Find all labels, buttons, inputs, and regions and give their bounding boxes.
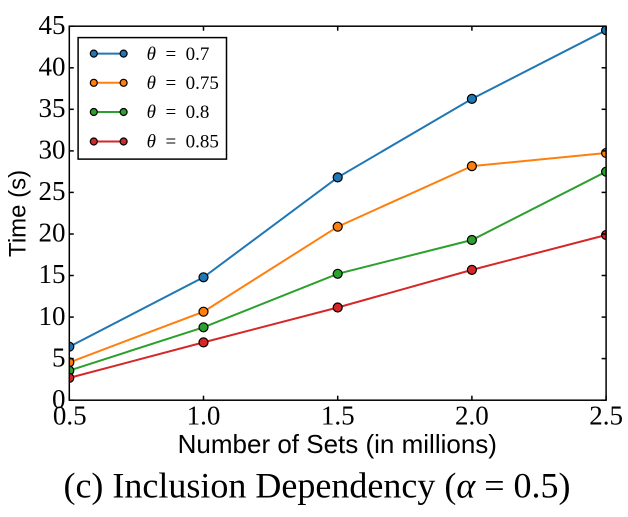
svg-text:θ = 0.7: θ = 0.7 — [147, 44, 210, 65]
svg-text:40: 40 — [39, 52, 66, 82]
svg-text:Time (s): Time (s) — [5, 170, 32, 257]
svg-text:45: 45 — [39, 10, 66, 40]
svg-text:15: 15 — [39, 259, 66, 289]
svg-text:1.0: 1.0 — [187, 401, 221, 431]
svg-text:θ = 0.75: θ = 0.75 — [147, 73, 219, 94]
svg-text:θ = 0.8: θ = 0.8 — [147, 102, 210, 123]
svg-text:35: 35 — [39, 93, 66, 123]
svg-text:20: 20 — [39, 218, 66, 248]
svg-text:0.5: 0.5 — [53, 401, 87, 431]
svg-text:30: 30 — [39, 135, 66, 165]
svg-text:(c) Inclusion Dependency (α =: (c) Inclusion Dependency (α = 0.5) — [63, 466, 570, 506]
svg-text:5: 5 — [52, 342, 66, 372]
svg-text:2.5: 2.5 — [589, 401, 623, 431]
svg-text:0: 0 — [52, 384, 66, 414]
svg-text:2.0: 2.0 — [455, 401, 489, 431]
svg-text:25: 25 — [39, 176, 66, 206]
svg-text:1.5: 1.5 — [321, 401, 355, 431]
svg-text:θ = 0.85: θ = 0.85 — [147, 132, 219, 153]
svg-text:Number of Sets (in millions): Number of Sets (in millions) — [178, 429, 497, 459]
svg-text:10: 10 — [39, 301, 66, 331]
